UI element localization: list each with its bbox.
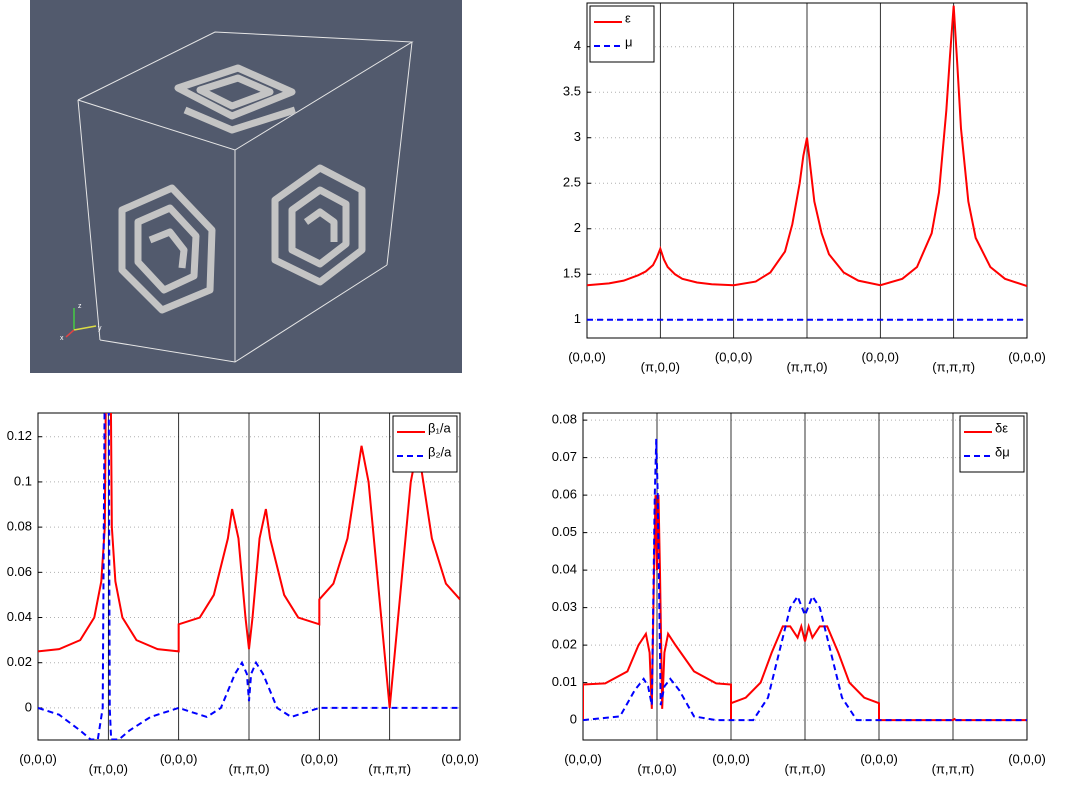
y-tick-label: 0.03 <box>552 599 577 614</box>
x-tick-label: (0,0,0) <box>441 751 479 766</box>
y-tick-label: 0.02 <box>7 654 32 669</box>
legend: εμ <box>589 5 655 63</box>
x-tick-label: (π,π,0) <box>784 761 825 776</box>
x-tick-label: (π,0,0) <box>637 761 676 776</box>
x-tick-label: (0,0,0) <box>160 751 198 766</box>
y-tick-label: 0.02 <box>552 637 577 652</box>
triad-y <box>73 325 97 331</box>
y-tick-label: 0.08 <box>552 412 577 427</box>
y-tick-label: 1 <box>574 311 581 326</box>
y-tick-label: 2 <box>574 220 581 235</box>
y-tick-label: 0.05 <box>552 524 577 539</box>
y-tick-label: 0.1 <box>14 473 32 488</box>
cube-edge <box>386 41 413 266</box>
x-tick-label: (0,0,0) <box>564 751 602 766</box>
legend-box <box>589 5 655 63</box>
y-tick-label: 3.5 <box>563 84 581 99</box>
series-line <box>583 495 1027 722</box>
y-tick-label: 4 <box>574 38 581 53</box>
x-tick-label: (0,0,0) <box>301 751 339 766</box>
resonator-left <box>134 204 200 294</box>
legend-label: β₁/a <box>428 420 451 435</box>
x-tick-label: (π,0,0) <box>641 359 680 374</box>
triad-label: y <box>98 325 102 332</box>
resonator-right <box>271 164 366 286</box>
legend-label: δμ <box>995 444 1010 459</box>
x-tick-label: (0,0,0) <box>862 349 900 364</box>
plot-frame <box>586 2 1028 339</box>
triad-label: z <box>78 303 82 310</box>
legend-label: μ <box>625 34 633 49</box>
y-tick-label: 0.04 <box>552 562 577 577</box>
y-tick-label: 0.12 <box>7 428 32 443</box>
x-tick-label: (0,0,0) <box>1008 751 1046 766</box>
x-tick-label: (0,0,0) <box>860 751 898 766</box>
legend-label: δε <box>995 420 1008 435</box>
resonator-top <box>196 74 274 110</box>
y-tick-label: 0.06 <box>7 564 32 579</box>
legend-label: β₂/a <box>428 444 452 459</box>
series-line <box>38 413 460 740</box>
x-tick-label: (0,0,0) <box>568 349 606 364</box>
y-tick-label: 1.5 <box>563 266 581 281</box>
legend: β₁/a β₂/a <box>392 415 458 473</box>
legend-box <box>392 415 458 473</box>
y-tick-label: 0 <box>570 712 577 727</box>
series-line <box>38 413 460 709</box>
x-tick-label: (π,π,π) <box>932 359 975 374</box>
chart: 0 0.01 0.02 0.03 0.04 0.05 0.06 0.07 0.08 (0,0,0)… <box>552 412 1046 777</box>
chart: 0 0.02 0.04 0.06 0.08 0.1 0.12 (0,0,0) (π,0,0) (0… <box>7 412 479 776</box>
resonator-left <box>118 184 216 314</box>
x-tick-label: (0,0,0) <box>19 751 57 766</box>
series-line <box>587 5 1027 288</box>
x-tick-label: (0,0,0) <box>712 751 750 766</box>
x-tick-label: (π,π,0) <box>786 359 827 374</box>
y-tick-label: 2.5 <box>563 175 581 190</box>
cube-wireframe <box>77 31 414 363</box>
legend-box <box>959 415 1025 473</box>
resonator-top <box>174 64 296 120</box>
render-panel: z x y <box>30 0 462 373</box>
legend-label: ε <box>625 10 631 25</box>
x-tick-label: (π,0,0) <box>89 761 128 776</box>
axis-triad: z x y <box>60 303 102 342</box>
y-tick-label: 0 <box>25 699 32 714</box>
resonator-top <box>183 106 297 134</box>
resonator-right <box>288 186 350 268</box>
y-tick-label: 0.01 <box>552 674 577 689</box>
y-tick-label: 3 <box>574 129 581 144</box>
resonator-right <box>303 208 338 242</box>
x-tick-label: (π,π,0) <box>228 761 269 776</box>
cube-bottom <box>99 264 388 363</box>
plot-frame <box>582 412 1028 741</box>
plot-frame <box>37 412 461 741</box>
series-line <box>583 438 1027 722</box>
y-tick-label: 0.08 <box>7 519 32 534</box>
x-tick-label: (π,π,π) <box>368 761 411 776</box>
chart: 1 1.5 2 2.5 3 3.5 4 (0,0,0) (π,0,0) (0,0,0) (π,π,0… <box>563 2 1046 374</box>
y-tick-label: 0.06 <box>552 487 577 502</box>
x-tick-label: (0,0,0) <box>715 349 753 364</box>
legend: δε δμ <box>959 415 1025 473</box>
x-tick-label: (π,π,π) <box>932 761 975 776</box>
y-tick-label: 0.04 <box>7 609 32 624</box>
x-tick-label: (0,0,0) <box>1008 349 1046 364</box>
triad-label: x <box>60 335 64 342</box>
render-background <box>30 0 462 373</box>
cube-edge <box>77 99 101 341</box>
resonators <box>118 64 366 314</box>
y-tick-label: 0.07 <box>552 449 577 464</box>
triad-x <box>65 329 75 338</box>
resonator-left <box>148 228 188 269</box>
